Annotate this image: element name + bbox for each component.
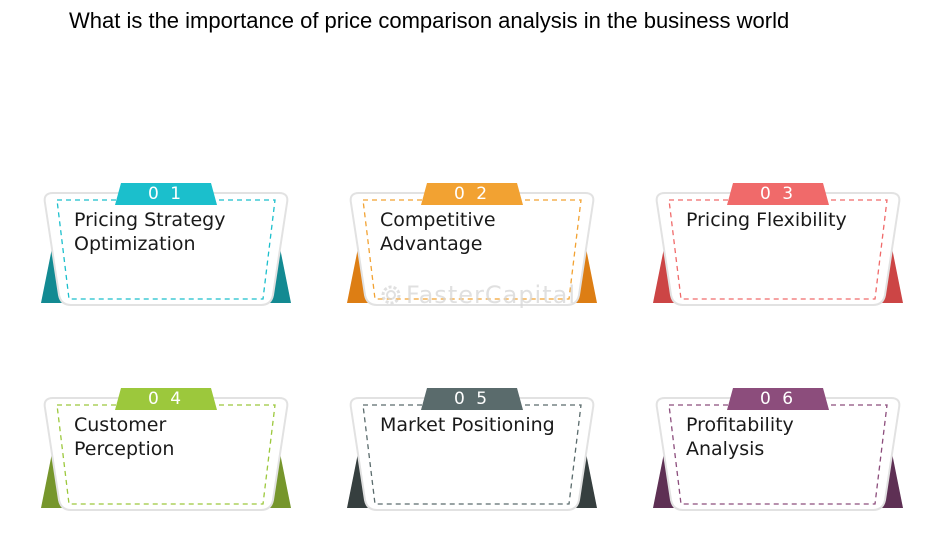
card-label-line-1: Customer: [74, 414, 167, 436]
card-3: 0 3 Pricing Flexibility: [653, 183, 903, 313]
card-shape: [41, 388, 291, 511]
card-number: 0 4: [147, 389, 185, 409]
card-number: 0 5: [453, 389, 491, 409]
card-label-line-1: Pricing Flexibility: [686, 209, 847, 231]
card-label-line-2: Perception: [74, 438, 175, 460]
card-shape: [41, 183, 291, 306]
card-number: 0 1: [147, 184, 185, 204]
page-title: What is the importance of price comparis…: [69, 8, 790, 33]
watermark: FasterCapital: [378, 281, 576, 309]
card-label-line-1: Profitability: [686, 414, 794, 436]
card-number: 0 3: [759, 184, 797, 204]
card-2: 0 2 Competitive Advantage: [347, 183, 597, 313]
watermark-text: FasterCapital: [406, 281, 577, 309]
card-label: Pricing Flexibility: [686, 208, 896, 232]
card-shape: [347, 388, 597, 511]
card-number: 0 6: [759, 389, 797, 409]
card-5: 0 5 Market Positioning: [347, 388, 597, 518]
gear-logo-icon: [381, 285, 401, 305]
card-label-line-1: Competitive: [380, 209, 496, 231]
card-shape: [347, 183, 597, 306]
card-label: Market Positioning: [380, 413, 590, 437]
card-shape: [653, 183, 903, 306]
card-label: Pricing Strategy Optimization: [74, 208, 284, 256]
card-label: Profitability Analysis: [686, 413, 896, 461]
card-label-line-1: Market Positioning: [380, 414, 555, 436]
card-label-line-2: Optimization: [74, 233, 196, 255]
card-label-line-2: Advantage: [380, 233, 483, 255]
card-4: 0 4 Customer Perception: [41, 388, 291, 518]
card-label: Customer Perception: [74, 413, 284, 461]
card-6: 0 6 Profitability Analysis: [653, 388, 903, 518]
card-shape: [653, 388, 903, 511]
card-label-line-1: Pricing Strategy: [74, 209, 226, 231]
card-1: 0 1 Pricing Strategy Optimization: [41, 183, 291, 313]
card-label: Competitive Advantage: [380, 208, 590, 256]
card-label-line-2: Analysis: [686, 438, 765, 460]
card-number: 0 2: [453, 184, 491, 204]
